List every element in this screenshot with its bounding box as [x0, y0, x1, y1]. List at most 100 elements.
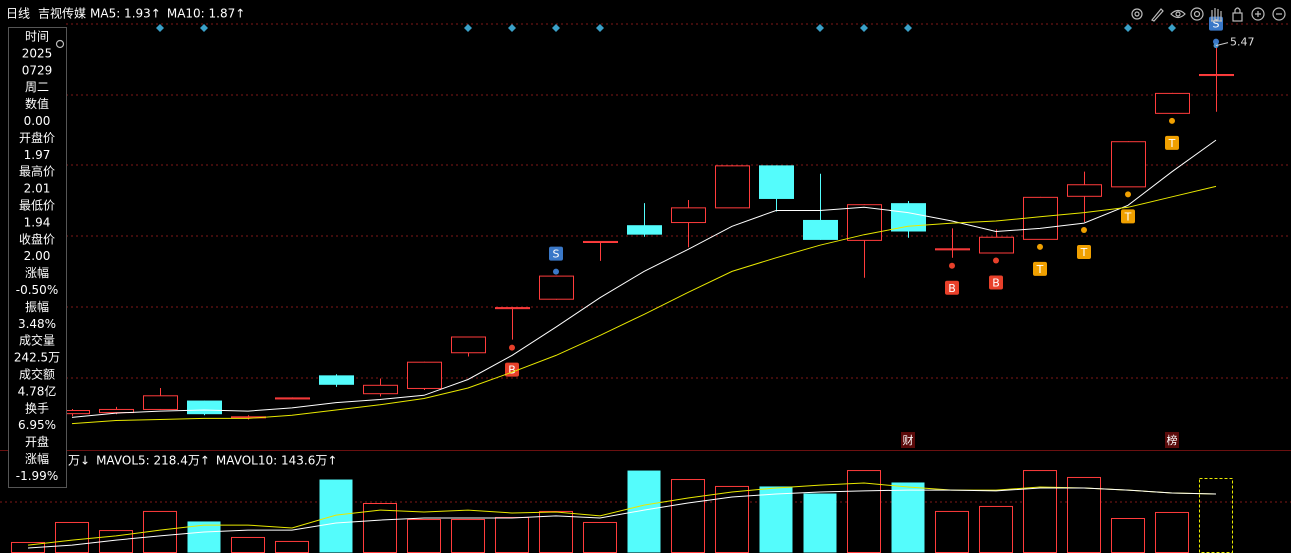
- settings-icon[interactable]: [1131, 8, 1143, 20]
- zoom-in-icon[interactable]: [1251, 7, 1265, 21]
- volume-bar: [583, 521, 617, 553]
- panel-gear[interactable]: [55, 39, 65, 49]
- info-line: 4.78亿: [18, 383, 57, 398]
- event-marker: [1124, 24, 1132, 32]
- info-line: 成交量: [19, 333, 55, 348]
- candle-body: [187, 400, 222, 415]
- volume-bar: [627, 470, 661, 553]
- info-line: 数值: [25, 96, 49, 111]
- ma10-line: [71, 185, 1217, 425]
- candle-body: [451, 336, 486, 354]
- ma5-line: [71, 139, 1217, 418]
- candle-body: [495, 307, 530, 310]
- candle-body: [847, 204, 882, 241]
- candle-body: [979, 236, 1014, 254]
- lock-icon[interactable]: [1232, 7, 1243, 22]
- eye-icon[interactable]: [1170, 9, 1186, 19]
- info-line: 最低价: [19, 199, 55, 213]
- draw-icon[interactable]: [1151, 8, 1164, 22]
- info-line: 涨幅: [25, 451, 49, 466]
- signal-badge: [989, 275, 1003, 290]
- volume-bar: [1067, 476, 1101, 553]
- legend-arrow: ↑: [327, 454, 337, 468]
- high-label: 5.47: [1230, 36, 1255, 49]
- info-line: 242.5万: [14, 351, 60, 365]
- mavol5-line: [27, 482, 1217, 546]
- signal-dot: [993, 257, 999, 264]
- info-line: 2025: [22, 46, 53, 60]
- volume-bar: [451, 519, 485, 553]
- info-line: 开盘价: [19, 130, 55, 145]
- signal-dot: [509, 344, 515, 351]
- candle-body: [275, 397, 310, 400]
- signal-dot: [1037, 243, 1043, 250]
- stock-name: 吉视传媒: [38, 6, 86, 21]
- info-line: -0.50%: [16, 283, 58, 297]
- candle-body: [1199, 74, 1234, 77]
- info-line: 成交额: [19, 367, 55, 382]
- signal-badge: [945, 280, 959, 295]
- info-line: 6.95%: [18, 418, 56, 432]
- event-marker: [816, 24, 824, 32]
- toolbar: [1131, 7, 1286, 22]
- info-line: 换手: [25, 401, 49, 415]
- info-line: 1.97: [24, 148, 51, 162]
- candle-body: [539, 275, 574, 300]
- candle-body: [319, 375, 354, 385]
- signal-label: T: [1036, 263, 1044, 276]
- event-marker: [860, 24, 868, 32]
- zoom-out-icon[interactable]: [1272, 7, 1286, 21]
- candle-body: [759, 165, 794, 199]
- legend-entry: MAVOL5: 218.4万: [96, 454, 200, 468]
- event-marker: [156, 24, 164, 32]
- info-line: 涨幅: [25, 265, 49, 280]
- legend-entry: MA5: 1.93: [90, 7, 151, 21]
- signal-dot: [1081, 227, 1087, 234]
- info-line: 最高价: [19, 164, 55, 179]
- signal-badge: [1165, 135, 1179, 150]
- header: 日线 吉视传媒 MA5: 1.93 ↑ MA10: 1.87 ↑: [6, 6, 245, 21]
- volume-bar: [1111, 518, 1145, 553]
- event-marker: [200, 24, 208, 32]
- high-leader: [1215, 42, 1229, 47]
- legend-arrow: ↑: [151, 7, 161, 21]
- volume-bar: [1023, 470, 1057, 553]
- event-marker: [464, 24, 472, 32]
- event-marker: [552, 24, 560, 32]
- volume-bar: [495, 516, 529, 553]
- candle-body: [671, 207, 706, 224]
- candle-body: [143, 395, 178, 410]
- candle-body: [891, 203, 926, 232]
- signal-label: B: [508, 364, 516, 377]
- volume-legend: 万 ↓ MAVOL5: 218.4万 ↑ MAVOL10: 143.6万 ↑: [68, 454, 337, 468]
- hand-icon[interactable]: [1211, 8, 1222, 22]
- info-panel-box: [8, 27, 67, 488]
- view-icon[interactable]: [1190, 7, 1204, 21]
- mavol10-line: [27, 487, 1217, 549]
- signal-dot: [1125, 191, 1131, 198]
- candle-body: [363, 384, 398, 395]
- period[interactable]: 日线: [6, 7, 30, 21]
- signal-badge: [1033, 261, 1047, 276]
- info-line: 2.00: [24, 249, 51, 263]
- legend-entry: MA10: 1.87: [167, 7, 235, 21]
- signal-dot: [949, 262, 955, 269]
- info-line: 周二: [25, 80, 49, 94]
- volume-bar: [407, 519, 441, 553]
- signal-dot: [1169, 117, 1175, 124]
- info-line: 收盘价: [19, 231, 55, 246]
- event-marker: [904, 24, 912, 32]
- volume-bar: [1199, 478, 1233, 553]
- volume-bar: [979, 505, 1013, 553]
- volume-bar: [275, 540, 309, 553]
- plot-area: B S 财 B B T T T T 榜 S 5.47: [11, 16, 1255, 553]
- legend-arrow: ↑: [200, 454, 210, 468]
- info-line: -1.99%: [16, 469, 58, 483]
- ma-legend: MA5: 1.93 ↑ MA10: 1.87 ↑: [90, 7, 245, 21]
- info-line: 开盘: [25, 434, 49, 449]
- candle-body: [1155, 92, 1190, 114]
- signal-label: S: [553, 248, 560, 261]
